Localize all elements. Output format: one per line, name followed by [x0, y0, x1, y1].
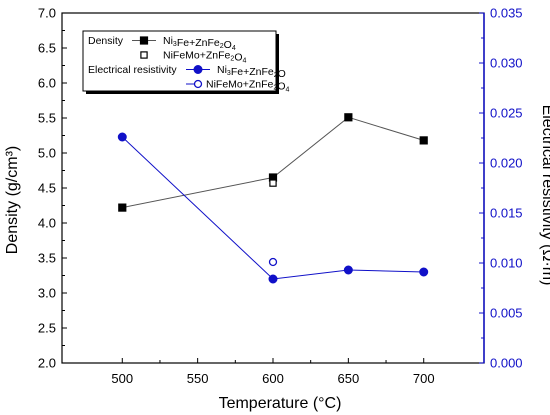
- legend-text-part: NiFeMo+ZnFe: [163, 50, 231, 62]
- left-axis-title: Density (g/cm³): [4, 146, 21, 254]
- left-tick-label: 5.0: [38, 146, 56, 161]
- legend: Density Ni3Fe+ZnFe2O4NiFeMo+ZnFe2O4Electr…: [82, 30, 289, 94]
- legend-text-part: Fe+ZnFe: [231, 66, 274, 78]
- legend-text-part: Ni: [217, 64, 227, 76]
- legend-label-s0: Ni3Fe+ZnFe2O4: [163, 35, 236, 52]
- data-point-s2-1: [268, 274, 278, 284]
- series-line-0: [122, 116, 424, 209]
- data-point-s2-3: [419, 267, 429, 277]
- right-tick-label: 0.010: [490, 256, 523, 271]
- legend-text-part: O: [277, 81, 285, 93]
- legend-label-s2: Ni3Fe+ZnFe2O: [217, 64, 286, 80]
- right-tick-label: 0.025: [490, 106, 523, 121]
- left-tick-label: 5.5: [38, 111, 56, 126]
- legend-group-resistivity: Electrical resistivity: [88, 64, 177, 76]
- legend-marker-s0: [139, 36, 149, 45]
- left-tick-label: 7.0: [38, 6, 56, 21]
- legend-label-s3: NiFeMo+ZnFe2O4: [206, 79, 289, 94]
- left-tick-label: 6.0: [38, 76, 56, 91]
- x-tick-label: 500: [111, 371, 133, 386]
- legend-group-density: Density: [88, 35, 124, 47]
- legend-subscript: 2: [273, 85, 277, 92]
- left-tick-label: 6.5: [38, 41, 56, 56]
- data-point-s0-0: [118, 203, 127, 212]
- right-tick-label: 0.030: [490, 56, 523, 71]
- left-tick-label: 3.0: [38, 286, 56, 301]
- left-tick-label: 4.5: [38, 181, 56, 196]
- data-point-s3-0: [268, 257, 278, 267]
- ticks: 2.0 2.5 3.0 3.5 4.0 4.5 5.0 5.5 6.0 6.5 7.0 0.000 0.…: [38, 6, 523, 387]
- legend-text-part: O: [234, 52, 242, 64]
- legend-subscript: 2: [220, 43, 224, 50]
- right-tick-label: 0.015: [490, 206, 523, 221]
- legend-subscript: 4: [242, 58, 246, 65]
- legend-text-part: NiFeMo+ZnFe: [206, 79, 274, 91]
- legend-text-part: Fe+ZnFe: [177, 37, 220, 49]
- right-axis-title: Electrical resistivity (Ω·m): [539, 105, 550, 286]
- data-point-s2-2: [343, 265, 353, 275]
- legend-subscript: 4: [232, 45, 236, 52]
- data-point-s0-3: [419, 136, 428, 145]
- legend-subscript: 3: [227, 70, 231, 77]
- x-tick-label: 600: [262, 371, 284, 386]
- legend-subscript: 2: [274, 72, 278, 79]
- right-tick-label: 0.000: [490, 356, 523, 371]
- legend-marker-s3: [193, 79, 203, 89]
- legend-text-part: O: [278, 68, 286, 80]
- data-point-s1-0: [269, 179, 277, 187]
- legend-subscript: 4: [285, 87, 289, 94]
- x-tick-label: 700: [413, 371, 435, 386]
- series-line-2: [121, 136, 424, 280]
- left-tick-label: 2.5: [38, 321, 56, 336]
- x-tick-label: 550: [187, 371, 209, 386]
- x-tick-label: 650: [338, 371, 360, 386]
- left-tick-label: 4.0: [38, 216, 56, 231]
- legend-text-part: Ni: [163, 35, 173, 47]
- legend-box: [82, 30, 277, 92]
- legend-label-s1: NiFeMo+ZnFe2O4: [163, 50, 246, 65]
- right-tick-label: 0.005: [490, 306, 523, 321]
- data-markers: [117, 113, 429, 284]
- data-point-s2-0: [117, 132, 127, 142]
- x-axis-title: Temperature (°C): [219, 395, 342, 412]
- right-tick-label: 0.035: [490, 6, 523, 21]
- series-lines: [121, 116, 424, 280]
- legend-subscript: 2: [230, 56, 234, 63]
- legend-subscript: 3: [173, 41, 177, 48]
- data-point-s0-2: [344, 113, 353, 122]
- legend-marker-s2: [193, 65, 203, 74]
- legend-marker-s1: [140, 51, 148, 59]
- right-tick-label: 0.020: [490, 156, 523, 171]
- left-tick-label: 3.5: [38, 251, 56, 266]
- left-tick-label: 2.0: [38, 356, 56, 371]
- legend-text-part: O: [224, 39, 232, 51]
